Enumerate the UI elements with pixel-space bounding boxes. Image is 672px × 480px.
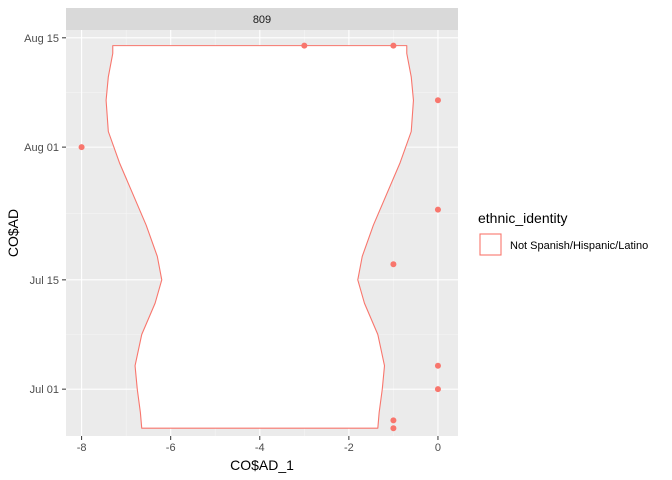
violin-layer — [105, 45, 414, 429]
x-tick-label: -4 — [255, 442, 265, 454]
facet-strip-label: 809 — [253, 14, 271, 26]
legend-label: Not Spanish/Hispanic/Latino — [510, 240, 648, 252]
y-axis: Jul 01 Jul 15 Aug 01 Aug 15 — [24, 33, 66, 396]
x-tick-label: -6 — [166, 442, 176, 454]
x-tick-label: -2 — [344, 442, 354, 454]
legend-title: ethnic_identity — [478, 210, 568, 226]
y-tick-label: Jul 01 — [30, 384, 59, 396]
data-point — [390, 261, 397, 268]
x-axis-title: CO$AD_1 — [230, 457, 294, 473]
legend-key — [479, 233, 502, 256]
data-point — [390, 417, 397, 424]
data-point — [434, 362, 441, 369]
y-tick-label: Aug 15 — [24, 33, 59, 45]
y-tick-label: Aug 01 — [24, 142, 59, 154]
y-tick-label: Jul 15 — [30, 275, 59, 287]
data-point — [390, 425, 397, 432]
data-point — [390, 42, 397, 49]
x-tick-label: -8 — [77, 442, 87, 454]
facet-strip — [66, 8, 458, 30]
legend: ethnic_identity Not Spanish/Hispanic/Lat… — [478, 210, 648, 256]
data-point — [301, 42, 308, 49]
data-point — [78, 144, 85, 151]
x-tick-label: 0 — [435, 442, 441, 454]
y-axis-title: CO$AD — [5, 209, 21, 257]
x-axis: -8 -6 -4 -2 0 — [77, 436, 441, 454]
points-layer — [78, 42, 441, 432]
data-point — [434, 386, 441, 393]
data-point — [434, 97, 441, 104]
data-point — [434, 206, 441, 213]
violin-shape — [105, 45, 414, 429]
